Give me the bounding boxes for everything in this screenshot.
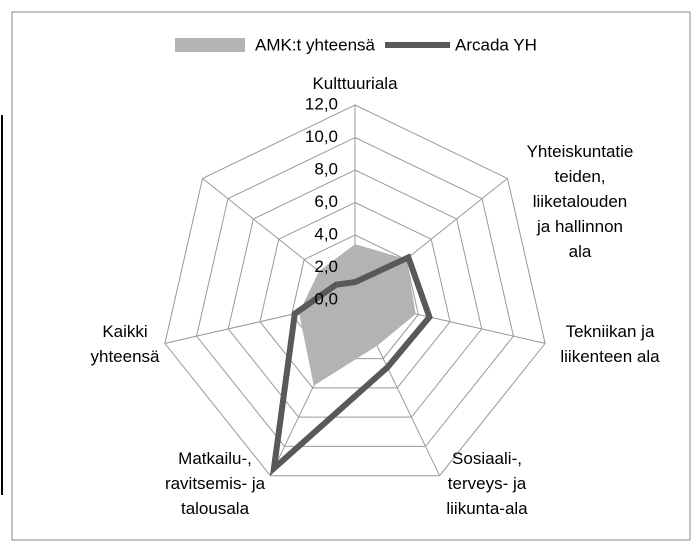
tick-label: 2,0 <box>314 257 338 276</box>
label-line: Kulttuuriala <box>312 74 398 93</box>
category-label: Kaikki yhteensä <box>91 322 161 366</box>
label-line: liikunta-ala <box>446 499 528 518</box>
category-label: Yhteiskuntatie teiden, liiketalouden ja hal… <box>527 142 634 261</box>
label-line: ravitsemis- ja <box>165 474 266 493</box>
label-line: ala <box>569 242 592 261</box>
grid-ring <box>227 169 483 418</box>
tick-label: 10,0 <box>305 127 338 146</box>
category-label: Matkailu-, ravitsemis- ja talousala <box>165 449 266 518</box>
tick-label: 12,0 <box>305 94 338 113</box>
legend-label: Arcada YH <box>455 35 537 54</box>
category-label: Kulttuuriala <box>312 74 398 93</box>
line <box>269 253 433 476</box>
grid-ring <box>164 104 546 477</box>
area <box>299 244 416 386</box>
legend-label: AMK:t yhteensä <box>255 35 376 54</box>
label-line: Tekniikan ja <box>566 322 655 341</box>
label-line: Yhteiskuntatie <box>527 142 634 161</box>
label-line: liikenteen ala <box>560 347 660 366</box>
label-line: teiden, <box>554 167 605 186</box>
label-line: talousala <box>181 499 250 518</box>
label-line: Kaikki <box>102 322 147 341</box>
category-label: Sosiaali-, terveys- ja liikunta-ala <box>446 449 528 518</box>
tick-label: 4,0 <box>314 224 338 243</box>
tick-label: 6,0 <box>314 192 338 211</box>
label-line: yhteensä <box>91 347 161 366</box>
category-label: Tekniikan ja liikenteen ala <box>560 322 660 366</box>
tick-label: 8,0 <box>314 159 338 178</box>
legend-swatch <box>175 38 245 52</box>
tick-label: 0,0 <box>314 289 338 308</box>
label-line: Matkailu-, <box>178 449 252 468</box>
label-line: liiketalouden <box>533 192 628 211</box>
label-line: Sosiaali-, <box>452 449 522 468</box>
label-line: ja hallinnon <box>536 217 623 236</box>
grid-ring <box>259 201 451 389</box>
grid-ring <box>196 136 514 447</box>
label-line: terveys- ja <box>448 474 527 493</box>
